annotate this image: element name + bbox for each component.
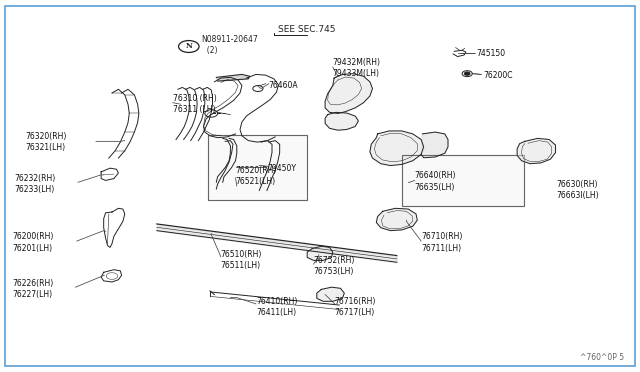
Text: 76410(RH)
76411(LH): 76410(RH) 76411(LH) xyxy=(256,297,298,317)
Polygon shape xyxy=(307,246,333,260)
Text: 745150: 745150 xyxy=(477,49,506,58)
Polygon shape xyxy=(216,74,250,81)
Polygon shape xyxy=(517,138,556,164)
Text: 76640(RH)
76635(LH): 76640(RH) 76635(LH) xyxy=(415,171,456,192)
Polygon shape xyxy=(317,287,344,301)
Bar xyxy=(402,155,524,206)
Text: 79432M(RH)
79433M(LH): 79432M(RH) 79433M(LH) xyxy=(333,58,381,78)
Text: 76232(RH)
76233(LH): 76232(RH) 76233(LH) xyxy=(14,174,55,194)
Text: 76710(RH)
76711(LH): 76710(RH) 76711(LH) xyxy=(421,232,463,253)
Text: ^760^0P 5: ^760^0P 5 xyxy=(580,353,624,362)
Text: 79450Y: 79450Y xyxy=(268,164,296,173)
Bar xyxy=(208,135,307,200)
Text: 76510(RH)
76511(LH): 76510(RH) 76511(LH) xyxy=(221,250,262,270)
Text: N: N xyxy=(186,42,192,51)
Polygon shape xyxy=(421,132,448,158)
Polygon shape xyxy=(376,208,417,231)
Text: 76200(RH)
76201(LH): 76200(RH) 76201(LH) xyxy=(13,232,54,253)
Text: N08911-20647
  (2): N08911-20647 (2) xyxy=(202,35,259,55)
Text: 76716(RH)
76717(LH): 76716(RH) 76717(LH) xyxy=(335,297,376,317)
Polygon shape xyxy=(370,131,424,166)
Text: 76520(RH)
76521(LH): 76520(RH) 76521(LH) xyxy=(236,166,277,186)
Text: 76460A: 76460A xyxy=(269,81,298,90)
Text: 76630(RH)
76663I(LH): 76630(RH) 76663I(LH) xyxy=(557,180,600,200)
Text: 76226(RH)
76227(LH): 76226(RH) 76227(LH) xyxy=(13,279,54,299)
Polygon shape xyxy=(325,74,372,113)
Bar xyxy=(402,155,524,206)
Text: 76200C: 76200C xyxy=(483,71,513,80)
Polygon shape xyxy=(325,112,358,130)
Bar xyxy=(208,135,307,200)
Text: SEE SEC.745: SEE SEC.745 xyxy=(278,25,336,34)
Circle shape xyxy=(465,72,470,75)
Text: 76320(RH)
76321(LH): 76320(RH) 76321(LH) xyxy=(26,132,67,152)
Text: 76310 (RH)
76311 (LH): 76310 (RH) 76311 (LH) xyxy=(173,94,216,114)
Text: 76752(RH)
76753(LH): 76752(RH) 76753(LH) xyxy=(314,256,355,276)
